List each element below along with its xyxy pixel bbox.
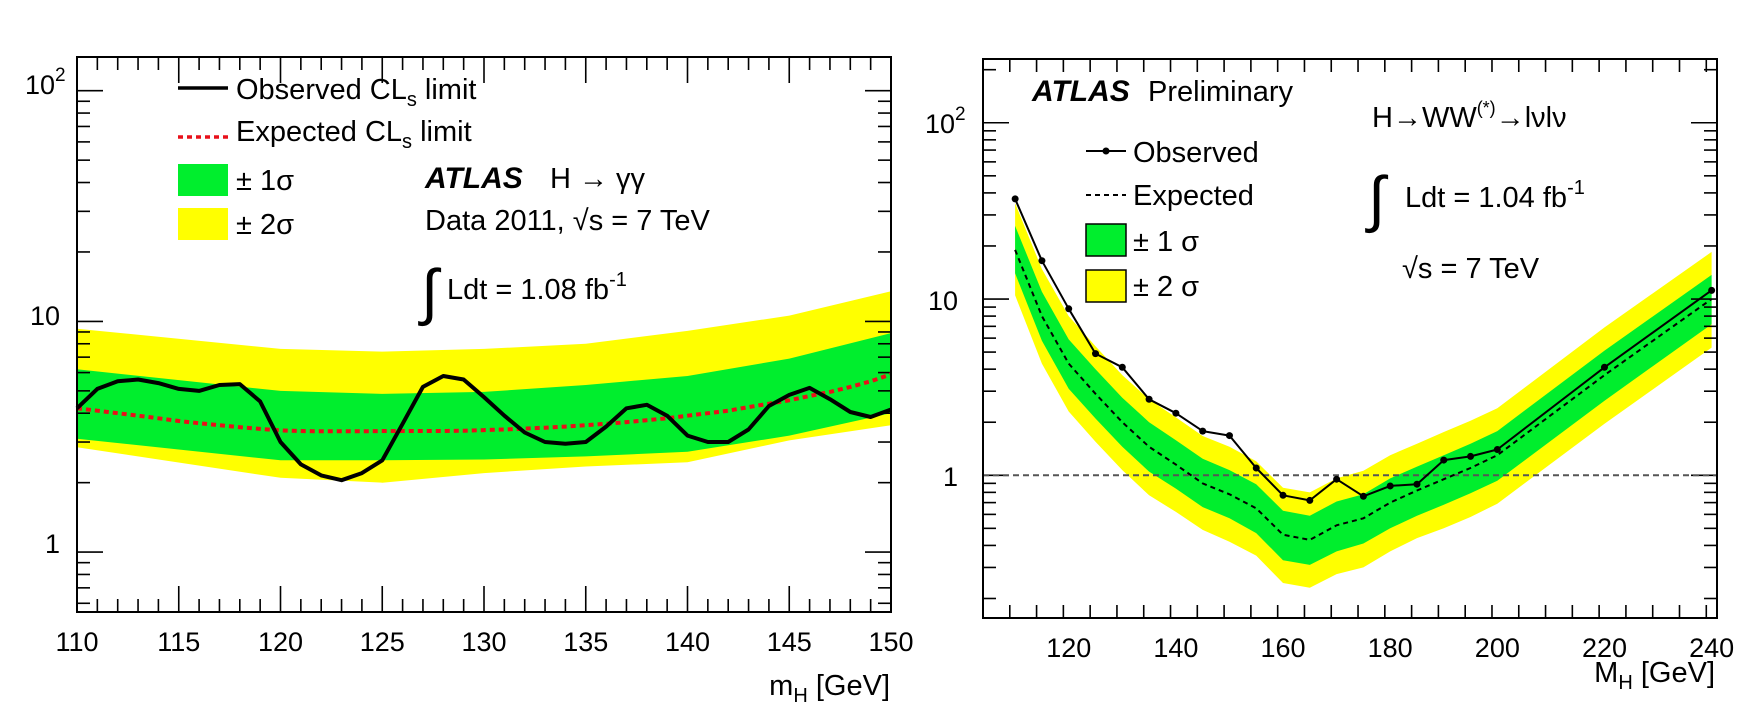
expected-limit-line — [76, 372, 892, 434]
observed-point — [1333, 475, 1341, 483]
left-y-label-1: 1 — [45, 529, 60, 559]
right-bands — [1015, 203, 1712, 588]
legend-sigma2-swatch — [178, 208, 228, 240]
legend-observed-marker — [1102, 147, 1110, 155]
observed-point — [1386, 482, 1394, 490]
left-frame — [76, 56, 892, 613]
observed-point — [1038, 257, 1046, 265]
legend-expected-label: Expected CLs limit — [236, 116, 472, 153]
legend-sigma2-label: ± 2 σ — [1133, 271, 1199, 303]
x-tick-label: 180 — [1368, 633, 1413, 663]
right-y-label-10: 10 — [928, 286, 958, 316]
x-tick-label: 145 — [767, 627, 812, 657]
observed-point — [1092, 350, 1100, 358]
x-tick-label: 110 — [55, 627, 98, 657]
observed-point — [1413, 480, 1421, 488]
legend-sigma2-swatch — [1085, 269, 1127, 303]
right-lumi-label: Ldt = 1.04 fb-1 — [1405, 177, 1585, 214]
ww-limit-chart: 102 10 1 120 140 160 180 200 220 240 MH [GeV] … — [925, 58, 1734, 694]
observed-limit-line — [75, 374, 892, 483]
legend-sigma1-label: ± 1σ — [236, 165, 294, 197]
x-tick-label: 140 — [1153, 633, 1198, 663]
observed-point — [1252, 464, 1260, 472]
legend-sigma1-swatch — [1085, 223, 1127, 257]
left-y-label-10: 10 — [30, 301, 60, 331]
right-y-label-1: 1 — [943, 462, 958, 492]
legend-sigma1-swatch — [178, 164, 228, 196]
x-tick-label: 150 — [868, 627, 913, 657]
x-tick-label: 120 — [1046, 633, 1091, 663]
observed-point — [1065, 305, 1073, 313]
legend-observed-label: Observed CLs limit — [236, 74, 476, 111]
band-1sigma — [1015, 225, 1712, 565]
left-atlas-label: ATLAS — [424, 162, 523, 195]
left-lines — [75, 372, 892, 483]
left-legend: Observed CLs limit Expected CLs limit ± … — [178, 74, 476, 241]
observed-point — [1118, 363, 1126, 371]
legend-sigma1-label: ± 1 σ — [1133, 226, 1199, 258]
observed-point — [1467, 452, 1475, 460]
x-tick-label: 115 — [157, 627, 200, 657]
right-energy-label: √s = 7 TeV — [1402, 253, 1540, 285]
left-lumi-label: Ldt = 1.08 fb-1 — [447, 269, 627, 306]
x-tick-label: 140 — [665, 627, 710, 657]
observed-point — [1145, 395, 1153, 403]
legend-observed-label: Observed — [1133, 137, 1259, 169]
observed-point — [1199, 427, 1207, 435]
right-channel-label: H→WW(*)→lνlν — [1372, 98, 1567, 134]
observed-point — [1306, 496, 1314, 504]
observed-point — [1600, 363, 1608, 371]
legend-expected-label: Expected — [1133, 180, 1254, 212]
left-x-axis-title: mH [GeV] — [769, 670, 890, 707]
observed-point — [1359, 492, 1367, 500]
left-annotation: ATLAS H → γγ Data 2011, √s = 7 TeV ∫ Ldt… — [418, 162, 711, 327]
observed-point — [1440, 456, 1448, 464]
right-ticks — [982, 59, 1717, 618]
x-tick-label: 240 — [1689, 633, 1734, 663]
left-x-tick-labels: 110 115 120 125 130 135 140 145 150 — [55, 627, 913, 657]
observed-point — [1172, 409, 1180, 417]
observed-point — [1708, 286, 1716, 294]
right-legend: Observed Expected ± 1 σ ± 2 σ — [1085, 137, 1259, 303]
observed-point — [1225, 432, 1233, 440]
x-tick-label: 130 — [461, 627, 506, 657]
right-x-tick-labels: 120 140 160 180 200 220 240 — [1046, 633, 1734, 663]
x-tick-label: 200 — [1475, 633, 1520, 663]
x-tick-label: 135 — [563, 627, 608, 657]
x-tick-label: 120 — [258, 627, 303, 657]
legend-sigma2-label: ± 2σ — [236, 209, 294, 241]
expected-limit-line — [1014, 249, 1713, 541]
observed-point — [1279, 491, 1287, 499]
left-data-label: Data 2011, √s = 7 TeV — [425, 205, 711, 237]
right-x-axis-title: MH [GeV] — [1594, 657, 1715, 694]
x-tick-label: 125 — [360, 627, 405, 657]
x-tick-label: 220 — [1582, 633, 1627, 663]
right-atlas-label: ATLAS — [1031, 75, 1130, 108]
right-frame — [982, 58, 1718, 619]
left-channel-label: H → γγ — [550, 163, 646, 195]
right-lines — [983, 195, 1717, 541]
x-tick-label: 160 — [1260, 633, 1305, 663]
observed-point — [1011, 195, 1019, 203]
right-preliminary-label: Preliminary — [1148, 76, 1294, 108]
observed-point — [1493, 446, 1501, 454]
